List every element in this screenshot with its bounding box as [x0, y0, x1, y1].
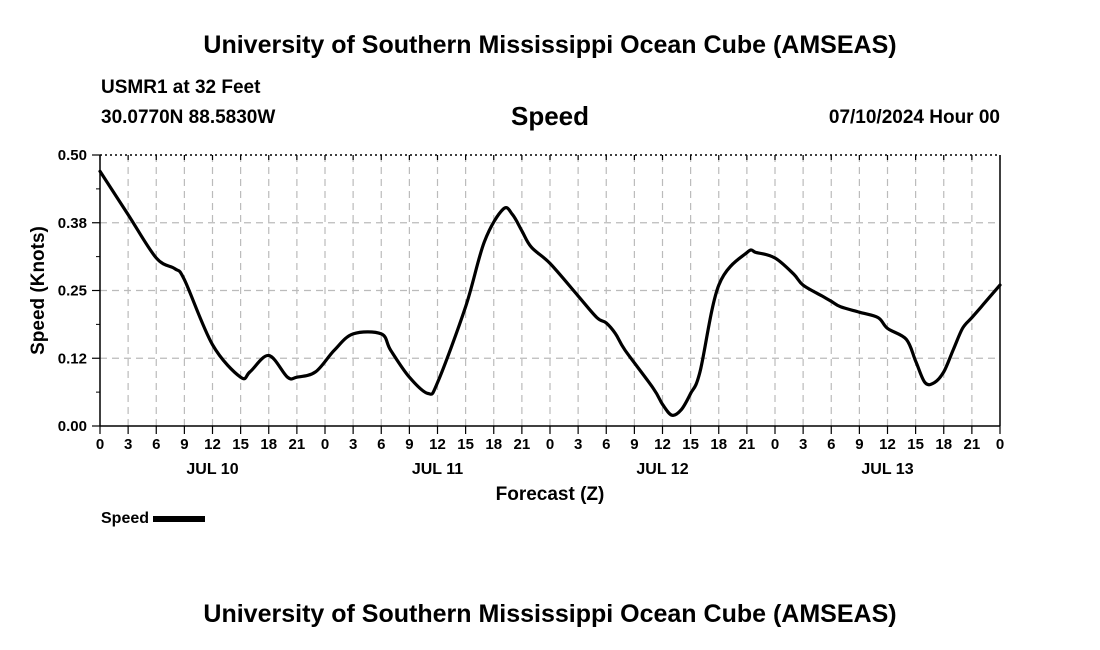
x-tick-label: 18 [260, 436, 277, 453]
x-tick-label: 0 [996, 436, 1004, 453]
x-tick-label: 15 [682, 436, 699, 453]
x-tick-label: 3 [574, 436, 582, 453]
x-tick-label: 9 [405, 436, 413, 453]
y-axis-label: Speed (Knots) [28, 226, 49, 355]
x-tick-label: 12 [879, 436, 896, 453]
speed-series-line [98, 169, 1002, 417]
footer-title: University of Southern Mississippi Ocean… [203, 600, 897, 628]
x-tick-label: 0 [546, 436, 554, 453]
x-tick-label: 15 [907, 436, 924, 453]
x-axis-label: Forecast (Z) [496, 484, 605, 505]
x-tick-label: 3 [799, 436, 807, 453]
y-tick-label: 0.00 [58, 418, 87, 435]
x-tick-label: 0 [321, 436, 329, 453]
x-tick-label: 9 [180, 436, 188, 453]
coordinates-label: 30.0770N 88.5830W [101, 107, 276, 128]
x-tick-label: 6 [377, 436, 385, 453]
x-tick-label: 18 [935, 436, 952, 453]
x-tick-label: 12 [654, 436, 671, 453]
x-tick-label: 15 [232, 436, 249, 453]
x-tick-label: 9 [855, 436, 863, 453]
x-tick-label: 9 [630, 436, 638, 453]
x-tick-label: 15 [457, 436, 474, 453]
x-tick-label: 21 [964, 436, 981, 453]
legend-line-swatch [153, 516, 206, 522]
x-tick-label: 21 [739, 436, 756, 453]
x-tick-label: 12 [429, 436, 446, 453]
x-tick-label: 6 [152, 436, 160, 453]
x-day-label: JUL 10 [186, 461, 238, 478]
x-tick-label: 3 [349, 436, 357, 453]
chart-title: Speed [510, 101, 590, 131]
legend-label: Speed [101, 510, 150, 527]
station-label: USMR1 at 32 Feet [101, 77, 261, 98]
x-tick-label: 3 [124, 436, 132, 453]
x-tick-label: 21 [289, 436, 306, 453]
x-tick-label: 0 [96, 436, 104, 453]
legend: Speed [101, 510, 206, 528]
chart-main-title: University of Southern Mississippi Ocean… [203, 31, 897, 59]
x-tick-label: 21 [514, 436, 531, 453]
y-tick-label: 0.38 [58, 215, 87, 232]
x-tick-label: 18 [485, 436, 502, 453]
y-tick-label: 0.25 [58, 283, 87, 300]
x-tick-label: 6 [827, 436, 835, 453]
x-tick-label: 6 [602, 436, 610, 453]
x-day-label: JUL 13 [861, 461, 913, 478]
x-tick-label: 12 [204, 436, 221, 453]
x-day-label: JUL 12 [636, 461, 688, 478]
forecast-datestamp: 07/10/2024 Hour 00 [828, 107, 1000, 128]
x-tick-label: 0 [771, 436, 779, 453]
y-tick-label: 0.12 [58, 350, 87, 367]
x-day-label: JUL 11 [412, 461, 463, 478]
y-tick-label: 0.50 [58, 147, 87, 164]
x-tick-label: 18 [710, 436, 727, 453]
